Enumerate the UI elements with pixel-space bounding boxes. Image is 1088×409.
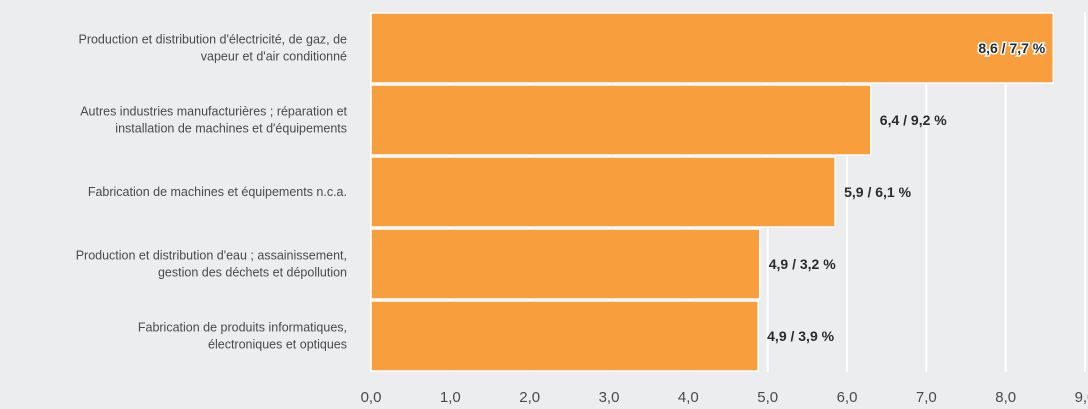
category-labels: Production et distribution d'électricité…	[76, 33, 348, 352]
category-label-4-line-0: Fabrication de produits informatiques,	[138, 321, 347, 335]
data-labels: 8,6 / 7,7 % 6,4 / 9,2 % 5,9 / 6,1 % 4,9 / 3…	[767, 39, 1047, 345]
bar-0	[370, 12, 1055, 84]
x-tick-label-2: 2,0	[519, 389, 540, 406]
bar-3	[370, 228, 761, 300]
x-tick-label-7: 7,0	[916, 389, 937, 406]
bars	[370, 12, 1055, 372]
bar-1	[370, 84, 872, 156]
bar-2	[370, 156, 836, 228]
x-tick-label-1: 1,0	[440, 389, 461, 406]
x-tick-label-4: 4,0	[678, 389, 699, 406]
data-label-3: 4,9 / 3,2 %	[769, 256, 836, 272]
data-label-0: 8,6 / 7,7 %	[978, 40, 1045, 56]
category-label-0-line-0: Production et distribution d'électricité…	[78, 33, 347, 47]
x-tick-label-0: 0,0	[361, 389, 382, 406]
category-label-0: Production et distribution d'électricité…	[78, 33, 347, 64]
x-tick-label-8: 8,0	[995, 389, 1016, 406]
x-tick-label-3: 3,0	[599, 389, 620, 406]
category-label-3-line-1: gestion des déchets et dépollution	[158, 266, 347, 280]
category-label-2-line-0: Fabrication de machines et équipements n…	[88, 185, 347, 199]
category-label-3: Production et distribution d'eau ; assai…	[76, 249, 347, 280]
category-label-1-line-1: installation de machines et d'équipement…	[115, 122, 347, 136]
category-label-2: Fabrication de machines et équipements n…	[88, 185, 347, 199]
category-label-1-line-0: Autres industries manufacturières ; répa…	[80, 105, 347, 119]
bar-4	[370, 300, 759, 372]
x-tick-label-9: 9,0	[1075, 389, 1088, 406]
category-label-0-line-1: vapeur et d'air conditionné	[201, 50, 347, 64]
category-label-4-line-1: électroniques et optiques	[208, 338, 347, 352]
data-label-4: 4,9 / 3,9 %	[767, 328, 834, 344]
data-label-1: 6,4 / 9,2 %	[880, 112, 947, 128]
x-axis-tick-labels: 0,0 1,0 2,0 3,0 4,0 5,0 6,0 7,0 8,0 9,0	[361, 389, 1088, 406]
category-label-4: Fabrication de produits informatiques, él…	[138, 321, 347, 352]
x-tick-label-6: 6,0	[837, 389, 858, 406]
category-label-3-line-0: Production et distribution d'eau ; assai…	[76, 249, 347, 263]
x-tick-label-5: 5,0	[757, 389, 778, 406]
category-label-1: Autres industries manufacturières ; répa…	[80, 105, 347, 136]
data-label-2: 5,9 / 6,1 %	[844, 184, 911, 200]
